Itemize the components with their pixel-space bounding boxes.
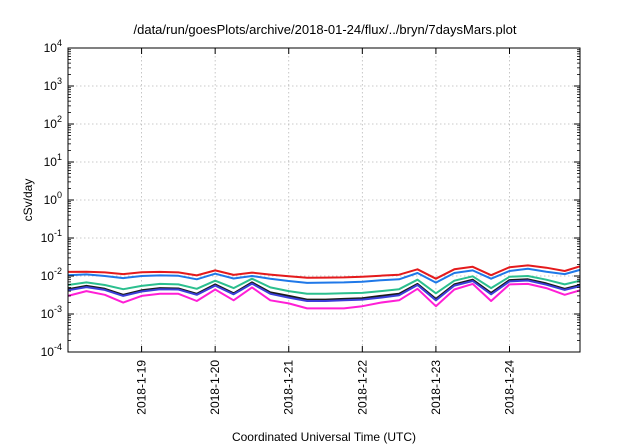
y-tick-label: 10-2 <box>41 266 62 283</box>
chart-title: /data/run/goesPlots/archive/2018-01-24/f… <box>134 22 517 37</box>
series-group <box>67 264 581 310</box>
series-line-2 <box>67 267 581 284</box>
y-tick-label: 10-1 <box>41 228 62 245</box>
series-line-4 <box>67 278 581 301</box>
y-tick-label: 10-3 <box>41 304 62 321</box>
y-axis: 10-4 10-3 10-2 10-1 100 101 102 103 104 <box>41 38 580 359</box>
grid <box>68 48 580 352</box>
x-tick-label: 2018-1-24 <box>502 360 516 415</box>
series-line-1 <box>67 264 581 280</box>
y-axis-label: cSv/day <box>21 179 35 222</box>
x-tick-label: 2018-1-19 <box>135 360 149 415</box>
series-line-5 <box>67 279 581 302</box>
y-tick-label: 101 <box>44 152 62 169</box>
x-axis: 2018-1-19 2018-1-20 2018-1-21 2018-1-22 2018… <box>135 48 516 415</box>
y-tick-label: 102 <box>44 114 62 131</box>
x-tick-label: 2018-1-21 <box>282 360 296 415</box>
y-tick-label: 10-4 <box>41 342 62 359</box>
x-tick-label: 2018-1-22 <box>355 360 369 415</box>
x-tick-label: 2018-1-20 <box>208 360 222 415</box>
y-tick-label: 104 <box>44 38 62 55</box>
y-tick-label: 103 <box>44 76 62 93</box>
x-axis-label: Coordinated Universal Time (UTC) <box>232 430 416 444</box>
y-tick-label: 100 <box>44 190 62 207</box>
series-line-6 <box>67 282 581 310</box>
x-tick-label: 2018-1-23 <box>429 360 443 415</box>
series-line-3 <box>67 275 581 295</box>
